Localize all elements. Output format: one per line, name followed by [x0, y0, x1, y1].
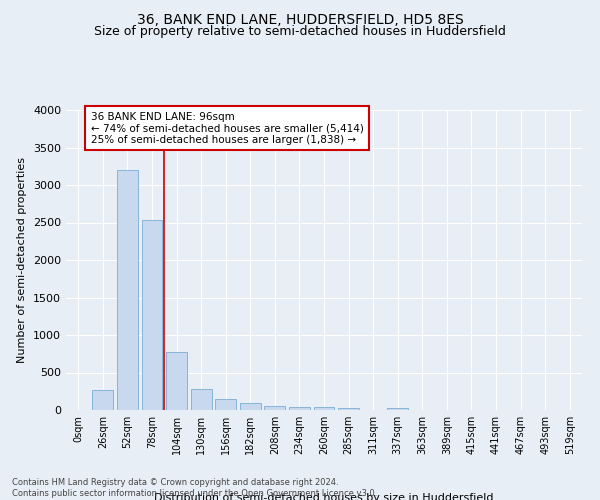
Y-axis label: Number of semi-detached properties: Number of semi-detached properties — [17, 157, 28, 363]
Bar — [117, 170, 138, 410]
Bar — [240, 403, 261, 410]
Bar — [92, 390, 113, 410]
Bar — [166, 352, 187, 410]
Text: 36 BANK END LANE: 96sqm
← 74% of semi-detached houses are smaller (5,414)
25% of: 36 BANK END LANE: 96sqm ← 74% of semi-de… — [91, 112, 364, 144]
Text: Size of property relative to semi-detached houses in Huddersfield: Size of property relative to semi-detach… — [94, 25, 506, 38]
Bar — [191, 388, 212, 410]
Bar — [314, 408, 334, 410]
Bar — [215, 399, 236, 410]
X-axis label: Distribution of semi-detached houses by size in Huddersfield: Distribution of semi-detached houses by … — [154, 493, 494, 500]
Bar — [387, 408, 408, 410]
Text: 36, BANK END LANE, HUDDERSFIELD, HD5 8ES: 36, BANK END LANE, HUDDERSFIELD, HD5 8ES — [137, 12, 463, 26]
Bar — [265, 406, 286, 410]
Bar — [338, 408, 359, 410]
Bar — [142, 220, 163, 410]
Text: Contains HM Land Registry data © Crown copyright and database right 2024.
Contai: Contains HM Land Registry data © Crown c… — [12, 478, 377, 498]
Bar — [289, 407, 310, 410]
